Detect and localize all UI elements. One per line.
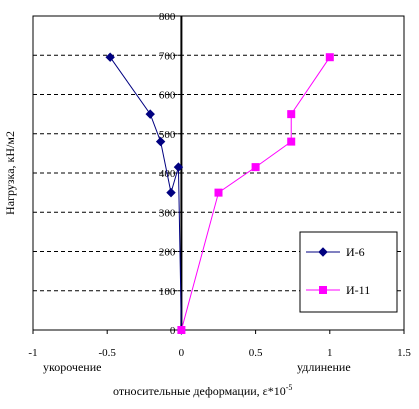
data-point xyxy=(173,162,184,172)
legend-label: И-11 xyxy=(346,283,370,297)
x-tick-label: 0.5 xyxy=(249,347,263,359)
x-tick-label: -0.5 xyxy=(98,347,116,359)
data-point xyxy=(287,110,296,119)
x-tick-label: 0 xyxy=(179,347,185,359)
y-tick-label: 200 xyxy=(159,247,176,259)
y-tick-label: 100 xyxy=(159,286,176,298)
series-line xyxy=(180,56,331,331)
y-tick-label: 500 xyxy=(159,129,176,141)
legend: И-6 И-11 xyxy=(299,231,398,313)
x-axis-title: относительные деформации, ε*10-5 xyxy=(113,383,292,398)
y-tick-label: 700 xyxy=(159,50,176,62)
x-tick-label: 1.5 xyxy=(397,347,411,359)
legend-box xyxy=(299,231,398,313)
data-point xyxy=(251,163,260,172)
x-tick-label: 1 xyxy=(327,347,333,359)
series-layer xyxy=(105,52,334,335)
data-point xyxy=(155,136,166,147)
x-axis-ticks: -1 -0.5 0 0.5 1 1.5 xyxy=(28,330,411,359)
y-axis-title: Нагрузка, кН/м2 xyxy=(3,131,17,215)
legend-marker xyxy=(319,286,327,294)
x-axis-title-main: относительные деформации, ε*10 xyxy=(113,384,286,398)
data-point xyxy=(287,137,296,146)
x-tick-label: -1 xyxy=(28,347,37,359)
x-axis-title-superscript: -5 xyxy=(286,383,293,392)
annotation-right: удлинение xyxy=(297,360,351,374)
legend-marker xyxy=(318,247,328,257)
y-tick-label: 600 xyxy=(159,90,176,102)
y-tick-label: 0 xyxy=(170,325,176,337)
data-point xyxy=(325,53,334,62)
data-point xyxy=(214,188,223,197)
data-point xyxy=(105,52,115,62)
data-point xyxy=(145,109,155,119)
legend-item: И-6 xyxy=(306,245,365,259)
data-point xyxy=(177,326,186,334)
data-point xyxy=(166,187,176,198)
y-tick-label: 800 xyxy=(159,11,176,23)
legend-item: И-11 xyxy=(306,283,370,297)
series-line xyxy=(109,56,182,331)
series-2 xyxy=(177,53,334,334)
annotation-left: укорочение xyxy=(43,360,101,374)
y-tick-label: 300 xyxy=(159,207,176,219)
legend-items: И-6 И-11 xyxy=(306,245,370,297)
legend-label: И-6 xyxy=(346,245,365,259)
